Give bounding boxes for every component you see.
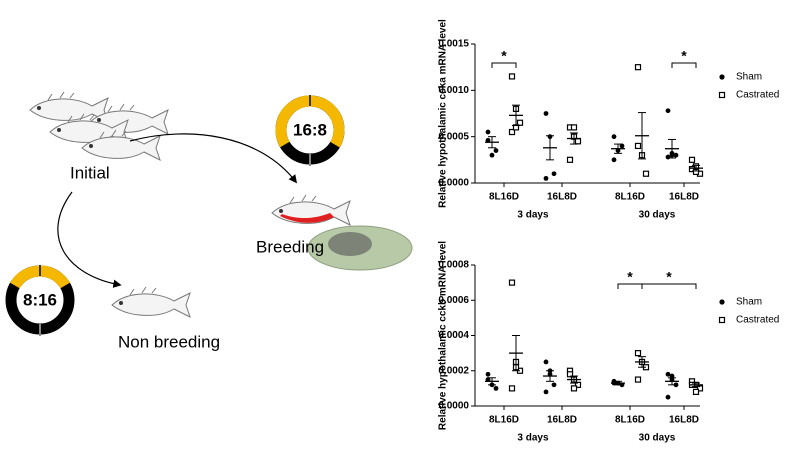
y-tick-label: 0.0015 (438, 39, 469, 50)
significance-bracket (671, 62, 697, 68)
y-tick-label: 0.0000 (438, 401, 469, 412)
y-tick-label: 0.0004 (438, 330, 469, 341)
y-tick-label: 0.0002 (438, 365, 469, 376)
point (634, 142, 642, 150)
point (570, 385, 578, 392)
point (551, 171, 557, 177)
y-tick-label: 0.0010 (438, 85, 469, 96)
arrow (57, 191, 122, 288)
label-short-day: 8:16 (23, 290, 57, 309)
x-tick-label: 8L16D (489, 192, 519, 203)
label-initial: Initial (70, 163, 110, 182)
point (634, 350, 642, 357)
group-label: 3 days (517, 433, 549, 444)
label-breeding: Breeding (256, 237, 324, 256)
significance-label: * (627, 269, 633, 285)
point (611, 157, 617, 163)
point (574, 381, 582, 388)
y-axis-label: Relative hypothalamic ccka mRNA level (438, 19, 449, 208)
point (493, 148, 499, 153)
x-tick-label: 8L16D (615, 415, 645, 426)
significance-label: * (666, 269, 672, 285)
point (696, 385, 704, 392)
fish (111, 286, 191, 318)
significance-label: * (501, 48, 507, 64)
x-tick-label: 16L8D (547, 192, 577, 203)
legend-marker (718, 91, 726, 99)
point (665, 394, 671, 400)
point (669, 373, 675, 379)
point (673, 152, 679, 158)
y-tick-label: 0.0000 (438, 178, 469, 189)
y-axis-label: Relative hypothalamic cckb mRNA level (438, 241, 449, 430)
point (692, 388, 700, 395)
significance-label: * (681, 48, 687, 64)
point (543, 175, 549, 181)
point (508, 128, 516, 136)
point (508, 279, 516, 286)
legend-label: Castrated (736, 90, 779, 101)
y-tick-label: 0.0006 (438, 295, 469, 306)
legend-marker (718, 316, 726, 324)
group-label: 30 days (639, 433, 676, 444)
point (566, 156, 574, 163)
breeding-fish (271, 194, 351, 226)
x-tick-label: 16L8D (669, 415, 699, 426)
point (485, 129, 491, 135)
point (634, 64, 642, 71)
point (508, 385, 516, 392)
point (665, 108, 671, 114)
legend-marker (719, 74, 725, 80)
point (508, 73, 516, 80)
point (543, 389, 549, 395)
label-long-day: 16:8 (293, 120, 327, 139)
point (619, 143, 625, 149)
point (611, 134, 617, 140)
y-tick-label: 0.0005 (438, 131, 469, 142)
point (493, 385, 499, 391)
point (570, 124, 578, 131)
point (485, 371, 491, 377)
group-label: 3 days (517, 210, 549, 221)
x-tick-label: 8L16D (489, 415, 519, 426)
nest (328, 232, 372, 256)
significance-bracket (491, 62, 517, 68)
significance-bracket (641, 283, 697, 289)
photoperiod-ring (275, 95, 345, 166)
point (665, 371, 671, 377)
legend-label: Sham (736, 297, 762, 308)
point (566, 371, 574, 378)
photoperiod-ring (5, 265, 75, 336)
x-tick-label: 16L8D (669, 192, 699, 203)
x-tick-label: 8L16D (615, 192, 645, 203)
point (688, 156, 696, 163)
point (574, 138, 582, 145)
y-tick-label: 0.0008 (438, 260, 469, 271)
point (543, 111, 549, 116)
point (489, 152, 495, 158)
point (642, 170, 650, 177)
label-non-breeding: Non breeding (118, 332, 220, 351)
x-tick-label: 16L8D (547, 415, 577, 426)
point (551, 382, 557, 388)
group-label: 30 days (639, 210, 676, 221)
legend-label: Sham (736, 72, 762, 83)
point (485, 137, 491, 143)
point (634, 376, 642, 383)
legend-marker (719, 299, 725, 305)
arrow (129, 133, 298, 184)
diagram: Initial 16:8 Breeding 8:16 Non breeding (5, 91, 413, 351)
legend-label: Castrated (736, 315, 779, 326)
significance-bracket (617, 283, 643, 289)
point (543, 359, 549, 365)
